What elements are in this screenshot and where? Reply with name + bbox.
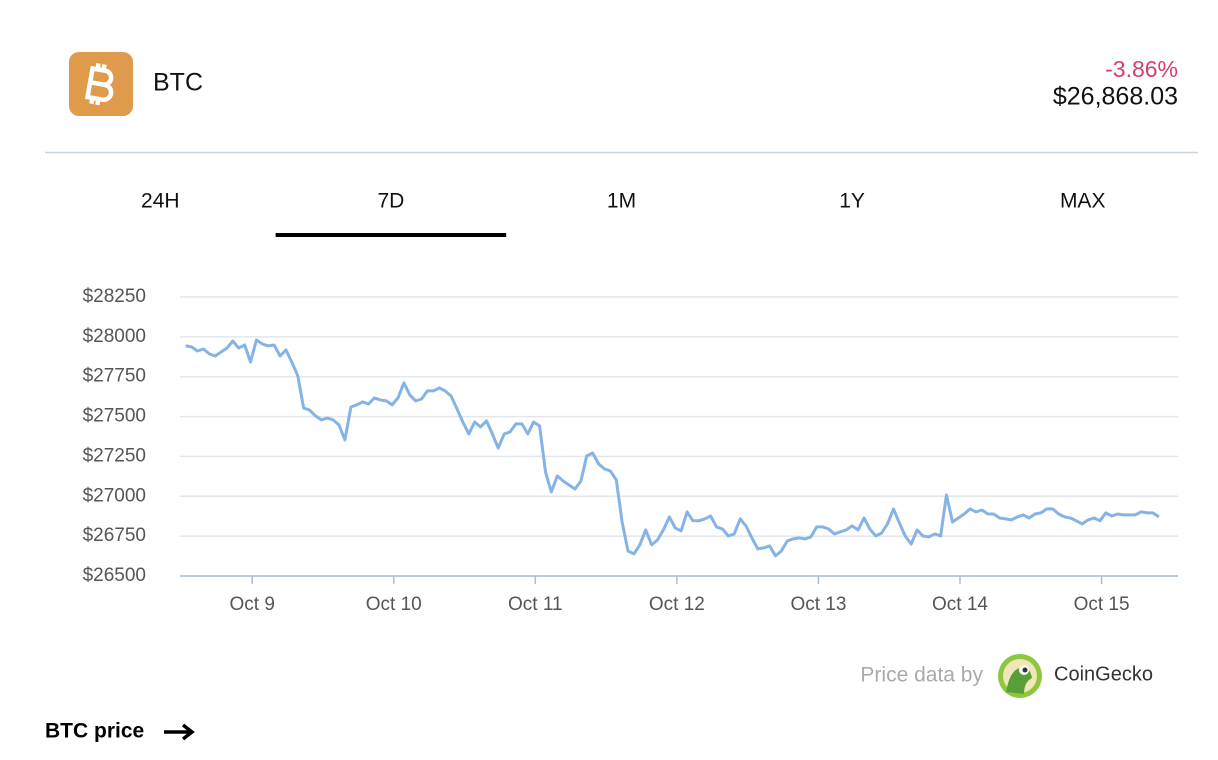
provider-name[interactable]: CoinGecko [1054, 663, 1153, 685]
y-tick-label: $27250 [83, 445, 146, 466]
x-tick-label: Oct 13 [790, 594, 846, 615]
price-change: -3.86% [1105, 56, 1178, 82]
price: $26,868.03 [1053, 83, 1178, 111]
x-tick-label: Oct 12 [649, 594, 705, 615]
credit-text: Price data by [860, 664, 983, 687]
x-tick-label: Oct 15 [1074, 594, 1130, 615]
y-tick-label: $28000 [83, 326, 146, 347]
y-tick-label: $26750 [83, 525, 146, 546]
range-tab[interactable]: MAX [1060, 190, 1106, 213]
link-arrow [164, 723, 195, 741]
y-tick-label: $28250 [83, 286, 146, 307]
x-tick-label: Oct 10 [366, 594, 422, 615]
range-tab[interactable]: 1M [607, 190, 636, 213]
active-tab-underline [275, 233, 507, 237]
price-link[interactable]: BTC price [45, 720, 144, 743]
y-tick-label: $27750 [83, 366, 146, 387]
range-tab[interactable]: 7D [377, 190, 404, 213]
x-tick-label: Oct 9 [229, 594, 274, 615]
y-tick-label: $27500 [83, 406, 146, 427]
y-tick-label: $27000 [83, 485, 146, 506]
price-line [185, 338, 1160, 558]
coin-symbol: BTC [153, 69, 203, 97]
range-tab[interactable]: 1Y [839, 190, 865, 213]
coingecko-logo [998, 654, 1042, 698]
bitcoin-glyph [84, 63, 114, 106]
range-tab[interactable]: 24H [141, 190, 180, 213]
x-tick-label: Oct 14 [932, 594, 988, 615]
x-tick-label: Oct 11 [508, 594, 563, 615]
y-tick-label: $26500 [83, 565, 146, 586]
